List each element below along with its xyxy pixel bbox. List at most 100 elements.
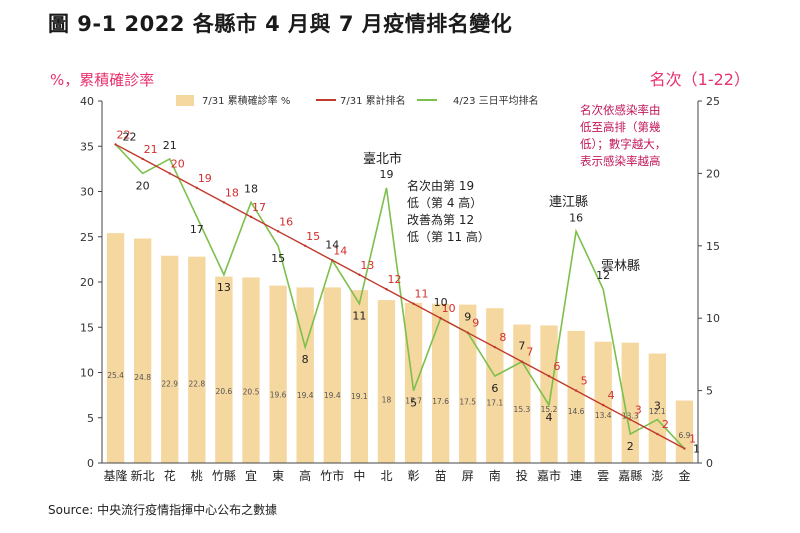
category-label: 嘉縣: [618, 469, 642, 483]
bar: [323, 287, 341, 463]
rank-point: [222, 201, 226, 204]
category-label: 宜: [245, 468, 257, 483]
bar-value-label: 19.4: [297, 391, 314, 400]
bar-value-label: 17.6: [432, 397, 449, 406]
left-tick-label: 10: [80, 367, 94, 380]
rank-label: 12: [387, 273, 401, 286]
bar: [404, 302, 423, 463]
rank-point: [547, 374, 551, 378]
rank-note: 名次依感染率由 低至高排（第幾 低）；數字越大， 表示感染率越高: [580, 103, 666, 168]
bar: [242, 277, 260, 463]
note-line-2: 低至高排（第幾: [580, 120, 661, 134]
avg-rank-line: [114, 143, 686, 450]
category-label: 屏: [462, 469, 474, 483]
left-tick-label: 25: [80, 231, 94, 244]
left-tick-label: 40: [80, 95, 94, 108]
rank-point: [249, 215, 253, 219]
category-label: 基隆: [104, 468, 128, 483]
left-tick-label: 15: [80, 321, 94, 334]
bar: [350, 290, 369, 463]
rank-point: [629, 418, 632, 421]
annotation-taipei-desc-3: 改善為第 12: [407, 212, 474, 227]
bar-value-label: 18: [382, 396, 392, 405]
bar-value-label: 24.8: [134, 373, 151, 382]
note-line-3: 低）；數字越大，: [580, 137, 666, 151]
left-axis-title: %，累積確診率: [50, 71, 154, 89]
bar-value-label: 19.4: [324, 391, 341, 400]
bar: [106, 233, 125, 463]
legend: 7/31 累積確診率 % 7/31 累計排名 4/23 三日平均排名: [176, 94, 539, 107]
rank-label: 13: [360, 259, 374, 272]
category-label: 中: [353, 468, 365, 483]
category-label: 彰: [408, 468, 420, 483]
category-label: 新北: [131, 468, 155, 483]
right-axis-title: 名次（1-22）: [650, 70, 750, 89]
bar-value-label: 13.3: [622, 411, 639, 420]
bar-value-label: 19.1: [351, 392, 368, 401]
avg-rank-label: 19: [379, 168, 393, 181]
left-tick-label: 5: [87, 412, 94, 425]
rank-point: [358, 273, 361, 276]
bar-value-label: 22.9: [161, 379, 178, 388]
category-label: 花: [164, 468, 176, 483]
rank-label: 5: [581, 375, 588, 388]
rank-point: [141, 157, 144, 161]
category-label: 高: [299, 468, 311, 483]
avg-rank-label: 22: [123, 130, 137, 143]
rank-point: [385, 288, 388, 291]
right-tick-label: 15: [706, 240, 720, 253]
rank-point: [195, 186, 199, 190]
bar: [567, 330, 585, 463]
bar-value-label: 17.5: [459, 397, 476, 406]
bar: [269, 285, 287, 463]
bar: [161, 255, 179, 463]
rank-point: [683, 447, 686, 450]
note-line-1: 名次依感染率由: [580, 103, 661, 117]
avg-rank-label: 6: [491, 382, 498, 395]
left-tick-label: 35: [80, 140, 94, 153]
avg-rank-label: 9: [464, 311, 471, 324]
rank-point: [601, 403, 605, 407]
bar-value-label: 15.3: [514, 405, 531, 414]
bar-value-label: 12.1: [649, 407, 666, 416]
right-tick-label: 0: [706, 457, 713, 470]
right-tick-label: 25: [706, 95, 720, 108]
rank-point: [303, 244, 307, 247]
avg-rank-label: 18: [244, 182, 258, 195]
rank-label: 14: [333, 244, 347, 257]
annotation-taipei: 臺北市: [363, 151, 402, 167]
category-label: 南: [489, 468, 501, 483]
category-label: 竹市: [320, 468, 344, 483]
rank-point: [493, 345, 497, 349]
rank-label: 6: [554, 360, 561, 373]
annotation-taipei-desc-2: 低（第 4 高）: [407, 195, 482, 210]
bar-value-label: 20.6: [216, 387, 233, 396]
rank-point: [331, 259, 334, 262]
category-label: 桃: [191, 468, 203, 483]
avg-rank-label: 20: [136, 179, 150, 192]
bar: [188, 256, 206, 463]
rank-point: [412, 302, 415, 305]
rank-line: [115, 143, 685, 450]
avg-rank-label: 21: [163, 139, 177, 152]
avg-rank-label: 15: [271, 252, 285, 265]
bar-value-label: 17.7: [405, 397, 422, 406]
category-label: 北: [380, 469, 392, 483]
legend-label-bar: 7/31 累積確診率 %: [202, 94, 290, 107]
avg-rank-label: 8: [302, 353, 309, 366]
avg-rank-label: 1: [693, 443, 700, 456]
legend-swatch-bar: [176, 95, 194, 106]
chart-title: 圖 9-1 2022 各縣市 4 月與 7 月疫情排名變化: [48, 12, 513, 36]
category-label: 苗: [435, 469, 447, 483]
category-label: 嘉市: [537, 468, 561, 483]
rank-label: 11: [415, 288, 429, 301]
rank-label: 20: [171, 157, 185, 170]
avg-rank-label: 10: [434, 296, 448, 309]
category-label: 澎: [651, 469, 663, 483]
rank-label: 22: [117, 128, 131, 141]
bar-value-label: 17.1: [486, 399, 503, 408]
category-label: 雲: [597, 469, 609, 483]
rank-point: [168, 172, 171, 175]
avg-rank-label: 2: [627, 440, 634, 453]
